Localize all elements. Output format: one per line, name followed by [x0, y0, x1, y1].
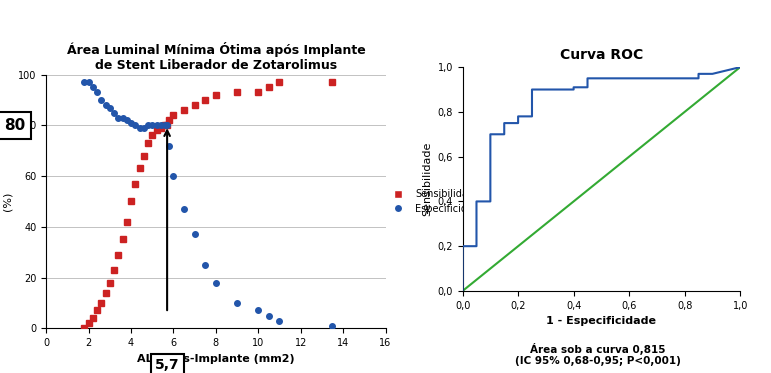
Title: Curva ROC: Curva ROC	[560, 48, 643, 62]
Title: Área Luminal Mínima Ótima após Implante
de Stent Liberador de Zotarolimus: Área Luminal Mínima Ótima após Implante …	[66, 42, 365, 72]
Text: 5,7: 5,7	[155, 358, 180, 372]
Text: 80: 80	[4, 118, 25, 133]
Legend: Sensibilidade, Especificidade: Sensibilidade, Especificidade	[384, 185, 489, 218]
X-axis label: 1 - Especificidade: 1 - Especificidade	[547, 316, 656, 326]
Text: Área sob a curva 0,815
(IC 95% 0,68-0,95; P<0,001): Área sob a curva 0,815 (IC 95% 0,68-0,95…	[514, 342, 681, 366]
Y-axis label: (%): (%)	[2, 192, 12, 211]
Y-axis label: Sensibilidade: Sensibilidade	[422, 142, 432, 216]
X-axis label: ALM Pós-Implante (mm2): ALM Pós-Implante (mm2)	[137, 354, 295, 364]
